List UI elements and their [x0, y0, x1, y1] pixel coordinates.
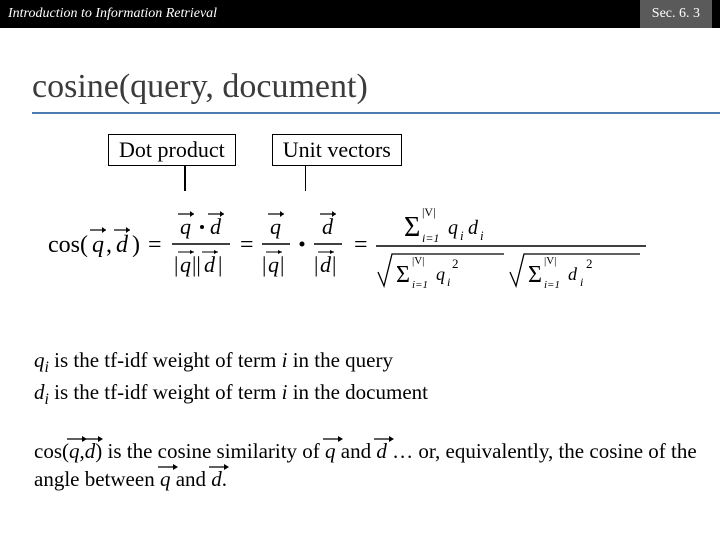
vec-q: q [69, 437, 80, 465]
text-cos-open: cos( [34, 439, 69, 463]
svg-text:q: q [92, 232, 104, 258]
svg-text:2: 2 [586, 256, 593, 271]
svg-text:d: d [320, 252, 332, 277]
svg-text:cos(: cos( [48, 232, 88, 258]
svg-text:i=1: i=1 [544, 279, 560, 291]
title-underline [32, 112, 720, 114]
var-d: d [34, 380, 45, 404]
svg-text:=: = [240, 232, 254, 258]
arrow-icon [209, 463, 229, 471]
svg-text:): ) [132, 232, 140, 258]
text-1a: is the tf-idf weight of term [49, 348, 282, 372]
svg-text:i=1: i=1 [412, 279, 428, 291]
svg-text:q: q [180, 252, 191, 277]
svg-text:q: q [448, 217, 458, 239]
header-bar: Introduction to Information Retrieval Se… [0, 0, 720, 28]
text-1b: in the query [287, 348, 393, 372]
svg-text:=: = [148, 232, 162, 258]
labels-row: Dot product Unit vectors [0, 120, 720, 166]
svg-text:i: i [580, 275, 583, 289]
svg-text:|V|: |V| [544, 255, 556, 267]
text-p2: ) is the cosine similarity of [95, 439, 325, 463]
explanation-block-1: qi is the tf-idf weight of term i in the… [0, 294, 720, 411]
svg-text:|: | [314, 252, 318, 277]
vec-d: d [211, 465, 222, 493]
svg-text:i: i [460, 228, 464, 243]
page-title: cosine(query, document) [32, 68, 720, 106]
svg-text:q: q [180, 214, 191, 239]
header-left-text: Introduction to Information Retrieval [8, 6, 217, 22]
svg-text:d: d [116, 232, 129, 258]
arrow-icon [374, 435, 394, 443]
formula-area: cos( q , d ) = q d | q || [0, 166, 720, 294]
arrow-icon [83, 435, 103, 443]
explanation-block-2: cos(q,d) is the cosine similarity of q a… [0, 411, 720, 494]
svg-text:Σ: Σ [396, 262, 410, 288]
svg-text:|: | [262, 252, 266, 277]
vec-q: q [160, 465, 171, 493]
title-section: cosine(query, document) [0, 28, 720, 120]
svg-text:q: q [268, 252, 279, 277]
cosine-formula: cos( q , d ) = q d | q || [48, 194, 688, 294]
vec-d: d [85, 437, 96, 465]
text-2a: is the tf-idf weight of term [49, 380, 282, 404]
svg-text:=: = [354, 232, 368, 258]
svg-text:d: d [322, 214, 334, 239]
svg-text:d: d [210, 214, 222, 239]
label-dot-product: Dot product [108, 134, 236, 166]
svg-text:d: d [568, 264, 578, 284]
svg-text:,: , [106, 232, 112, 258]
vec-q: q [325, 437, 336, 465]
label-dot-text: Dot product [119, 137, 225, 162]
vec-d: d [376, 437, 387, 465]
connector-line [184, 165, 186, 191]
svg-text:q: q [436, 264, 445, 284]
svg-text:i=1: i=1 [422, 231, 439, 245]
explain-line-2: di is the tf-idf weight of term i in the… [34, 378, 720, 410]
svg-text:|V|: |V| [412, 255, 424, 267]
label-unit-vectors: Unit vectors [272, 134, 402, 166]
svg-text:||: || [192, 252, 201, 277]
svg-text:Σ: Σ [404, 212, 420, 243]
svg-text:|V|: |V| [422, 205, 435, 219]
arrow-icon [323, 435, 343, 443]
svg-text:|: | [218, 252, 222, 277]
svg-text:i: i [480, 228, 484, 243]
svg-text:d: d [204, 252, 216, 277]
arrow-icon [158, 463, 178, 471]
svg-text:|: | [280, 252, 284, 277]
svg-text:d: d [468, 217, 479, 239]
svg-text:i: i [447, 275, 450, 289]
var-q: q [34, 348, 45, 372]
header-right-section: Sec. 6. 3 [640, 0, 712, 28]
svg-text:Σ: Σ [528, 262, 542, 288]
svg-text:|: | [332, 252, 336, 277]
svg-text:2: 2 [452, 256, 459, 271]
explain-line-1: qi is the tf-idf weight of term i in the… [34, 346, 720, 378]
svg-text:q: q [270, 214, 281, 239]
connector-line [305, 165, 307, 191]
text-2b: in the document [287, 380, 428, 404]
label-unit-text: Unit vectors [283, 137, 391, 162]
svg-text:|: | [174, 252, 178, 277]
